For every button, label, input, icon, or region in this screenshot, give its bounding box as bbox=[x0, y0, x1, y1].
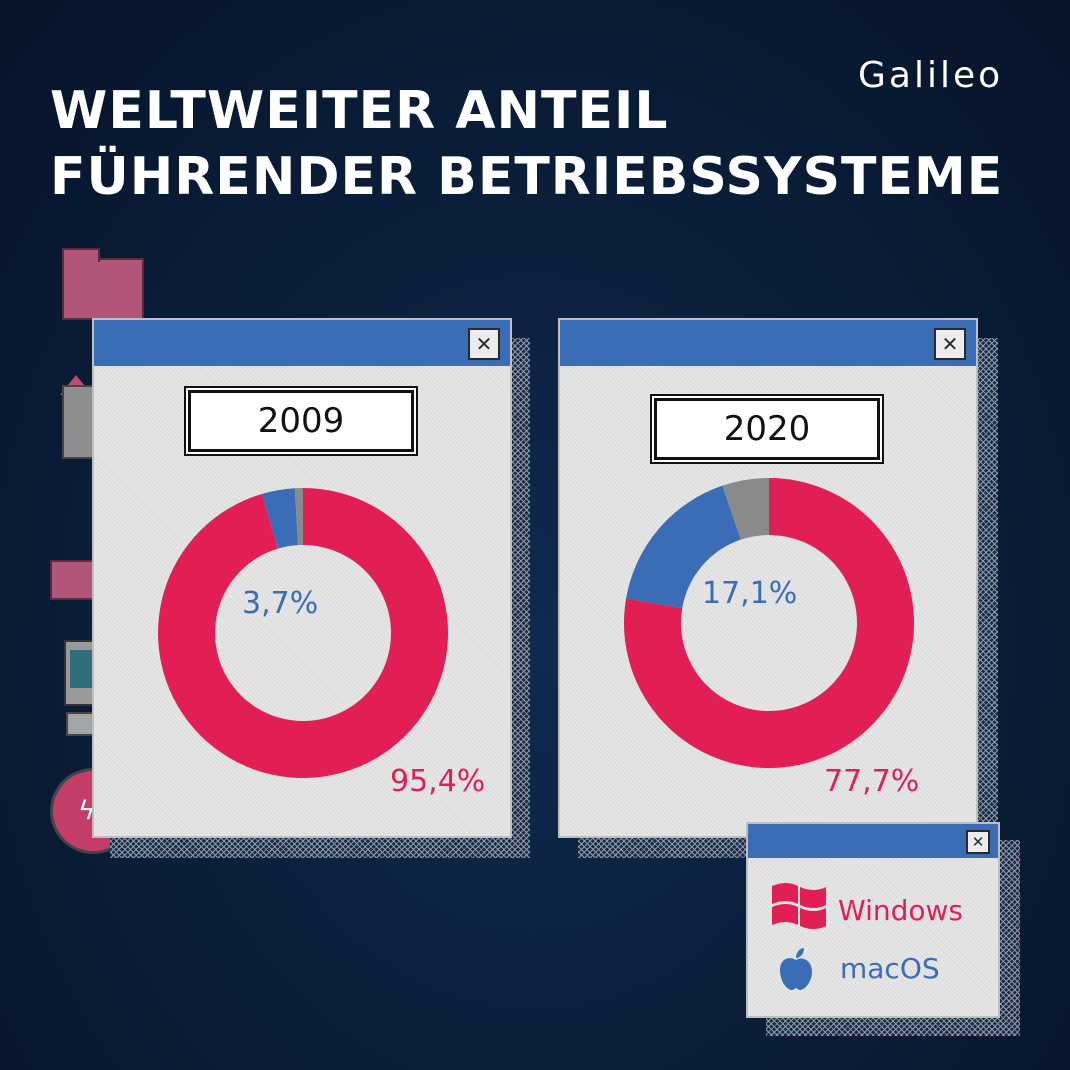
window-2009: ✕ 2009 3,7% 95,4% bbox=[92, 318, 512, 838]
page-title: WELTWEITER ANTEIL FÜHRENDER BETRIEBSSYST… bbox=[50, 78, 1003, 210]
close-icon[interactable]: ✕ bbox=[468, 328, 500, 360]
lightning-icon: ϟ bbox=[78, 796, 96, 826]
macos-share-label-2020: 17,1% bbox=[702, 576, 798, 611]
title-line-1: WELTWEITER ANTEIL bbox=[50, 81, 669, 141]
donut-chart-2020 bbox=[624, 478, 914, 768]
donut-slice-other-2009 bbox=[294, 488, 303, 546]
donut-slice-other-2020 bbox=[722, 478, 769, 540]
windows-share-label-2020: 77,7% bbox=[824, 764, 920, 799]
year-label-2009: 2009 bbox=[186, 388, 416, 454]
computer-screen-icon bbox=[70, 650, 92, 688]
window-2020-titlebar bbox=[560, 320, 976, 366]
donut-slice-windows-2020 bbox=[624, 478, 914, 768]
donut-slice-macos-2020 bbox=[626, 485, 741, 609]
close-icon[interactable]: ✕ bbox=[934, 328, 966, 360]
galileo-logo: Galileo bbox=[858, 55, 1004, 96]
close-icon[interactable]: ✕ bbox=[966, 830, 990, 854]
home-icon bbox=[62, 385, 96, 459]
donut-slice-windows-2009 bbox=[158, 488, 448, 778]
legend-titlebar bbox=[748, 824, 998, 858]
donut-slice-macos-2009 bbox=[261, 488, 299, 549]
windows-logo-icon bbox=[772, 883, 826, 929]
open-folder-icon bbox=[50, 560, 94, 600]
macos-share-label-2009: 3,7% bbox=[242, 586, 319, 621]
title-line-2: FÜHRENDER BETRIEBSSYSTEME bbox=[50, 147, 1004, 207]
year-label-2020: 2020 bbox=[652, 396, 882, 462]
donut-chart-2009 bbox=[158, 488, 448, 778]
window-2009-titlebar bbox=[94, 320, 510, 366]
folder-icon bbox=[62, 248, 144, 320]
apple-logo-icon bbox=[780, 948, 812, 990]
windows-share-label-2009: 95,4% bbox=[390, 764, 486, 799]
legend-window: ✕ Windows macOS bbox=[746, 822, 1000, 1018]
window-2020: ✕ 2020 17,1% 77,7% bbox=[558, 318, 978, 838]
legend-item-macos: macOS bbox=[840, 952, 940, 985]
legend-item-windows: Windows bbox=[838, 894, 963, 927]
